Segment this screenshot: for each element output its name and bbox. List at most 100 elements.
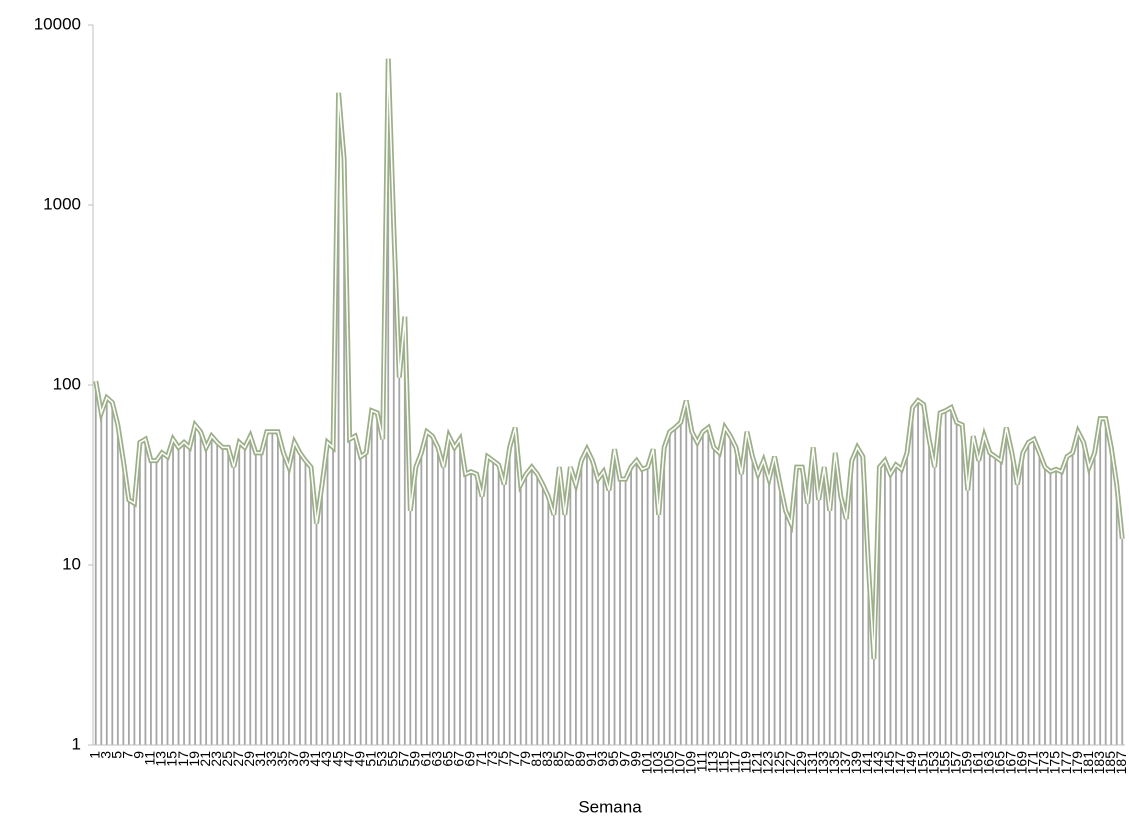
bar — [696, 442, 699, 745]
bar — [712, 447, 715, 745]
bar — [1044, 467, 1046, 745]
x-tick-label: 109 — [682, 751, 698, 775]
bar — [315, 523, 318, 745]
bar — [409, 510, 412, 745]
bar — [144, 439, 147, 745]
bar — [950, 407, 953, 745]
bar — [569, 467, 572, 745]
bar — [166, 456, 169, 745]
bar — [668, 431, 671, 745]
bar — [503, 484, 506, 745]
bar — [1088, 467, 1091, 745]
bar — [139, 442, 141, 745]
bar — [939, 412, 942, 745]
bar — [988, 452, 991, 745]
bar — [492, 460, 495, 745]
bar — [624, 479, 627, 745]
bar — [122, 460, 125, 745]
x-tick-label: 75 — [495, 751, 511, 767]
bar — [475, 474, 478, 745]
bar — [470, 471, 472, 745]
bar — [861, 456, 864, 745]
x-tick-label: 163 — [980, 751, 996, 775]
bar — [591, 460, 594, 745]
bar — [199, 431, 202, 745]
bar — [111, 402, 114, 745]
bar — [293, 442, 296, 745]
x-tick-label: 101 — [638, 751, 654, 775]
bar — [105, 397, 108, 745]
x-tick-label: 39 — [296, 751, 312, 767]
bar — [127, 499, 130, 745]
x-tick-label: 7 — [120, 751, 136, 759]
x-tick-label: 165 — [992, 751, 1008, 775]
bar — [983, 436, 986, 745]
y-tick-label: 10000 — [34, 14, 81, 33]
bar — [966, 490, 969, 745]
bar — [508, 447, 511, 745]
x-tick-label: 123 — [760, 751, 776, 775]
bar — [856, 447, 859, 745]
x-tick-label: 35 — [274, 751, 290, 767]
bar — [906, 452, 908, 745]
bar — [205, 447, 208, 745]
bar — [1115, 484, 1118, 745]
bar — [613, 449, 616, 745]
bar — [563, 514, 566, 745]
x-tick-label: 19 — [186, 751, 202, 767]
bar — [425, 431, 428, 745]
x-tick-label: 69 — [462, 751, 478, 767]
x-tick-label: 1 — [86, 751, 102, 759]
x-tick-label: 77 — [506, 751, 522, 767]
bar — [1121, 538, 1124, 745]
x-tick-label: 89 — [572, 751, 588, 767]
x-tick-label: 141 — [859, 751, 875, 775]
bar — [944, 410, 947, 745]
bar — [839, 496, 842, 745]
x-tick-label: 167 — [1003, 751, 1019, 775]
bar — [431, 436, 434, 745]
x-tick-label: 175 — [1047, 751, 1063, 775]
x-tick-label: 133 — [815, 751, 831, 775]
bar — [254, 452, 257, 745]
x-tick-label: 41 — [307, 751, 323, 767]
bar — [150, 460, 152, 745]
bar — [403, 316, 406, 745]
bar — [779, 484, 781, 745]
bar — [823, 467, 826, 745]
x-tick-label: 181 — [1080, 751, 1096, 775]
bar — [183, 442, 185, 745]
x-tick-label: 11 — [142, 751, 158, 766]
bar — [757, 474, 759, 745]
x-tick-label: 5 — [109, 751, 125, 759]
bar — [310, 467, 312, 745]
bar — [299, 452, 301, 745]
bar — [762, 460, 765, 745]
x-tick-label: 83 — [539, 751, 555, 767]
x-tick-label: 149 — [903, 751, 919, 775]
x-tick-label: 91 — [583, 751, 599, 767]
bar — [348, 439, 351, 745]
bar — [574, 484, 577, 745]
bar — [536, 474, 539, 745]
bar — [972, 436, 975, 745]
x-tick-label: 107 — [671, 751, 687, 775]
bar — [790, 523, 793, 745]
bar — [646, 467, 649, 745]
bar — [265, 431, 268, 745]
x-tick-label: 13 — [153, 751, 169, 767]
bar — [635, 460, 638, 745]
bar — [365, 452, 368, 745]
bar — [889, 474, 892, 745]
bar — [828, 510, 831, 745]
bar — [1110, 447, 1113, 745]
x-tick-label: 113 — [705, 751, 721, 774]
bar — [481, 496, 483, 745]
bar — [486, 456, 489, 745]
bar — [414, 467, 417, 745]
x-tick-label: 67 — [451, 751, 467, 767]
bar — [332, 447, 334, 745]
bar — [729, 436, 732, 745]
bar — [597, 479, 599, 745]
x-tick-label: 137 — [837, 751, 853, 775]
